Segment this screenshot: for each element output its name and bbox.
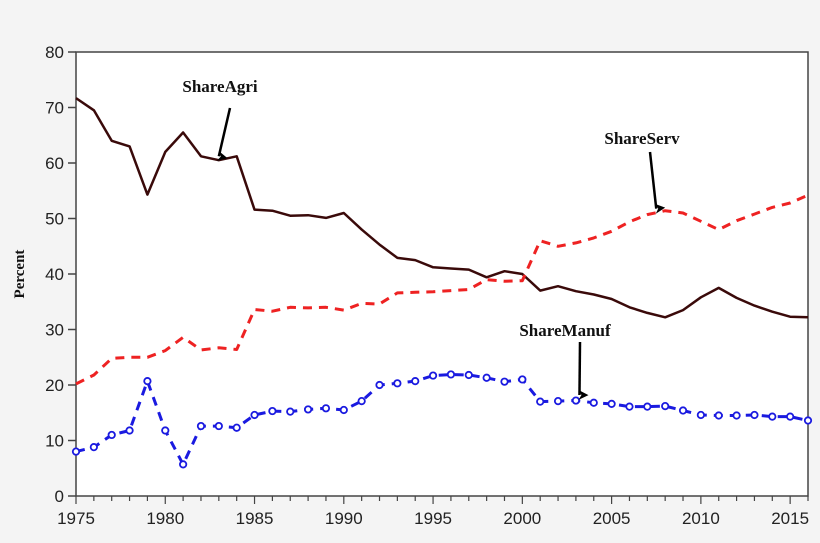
y-tick-label: 30: [45, 321, 64, 340]
data-point-ShareManuf: [339, 405, 348, 415]
x-tick-label: 2015: [771, 509, 809, 528]
y-tick-label: 0: [55, 487, 64, 506]
data-point-ShareManuf: [536, 397, 545, 406]
data-point-ShareManuf: [89, 443, 98, 452]
data-point-ShareManuf: [732, 411, 741, 420]
data-point-ShareManuf: [179, 460, 188, 469]
data-point-ShareManuf: [107, 430, 116, 440]
y-tick-label: 60: [45, 154, 64, 173]
y-tick-label: 20: [45, 376, 64, 395]
data-point-ShareManuf: [696, 410, 705, 420]
data-point-ShareManuf: [607, 399, 616, 408]
data-point-ShareManuf: [125, 426, 134, 435]
data-point-ShareManuf: [643, 402, 652, 411]
annotation-arrow: [648, 151, 666, 214]
data-point-ShareManuf: [714, 411, 723, 420]
data-point-ShareManuf: [482, 373, 491, 382]
data-point-ShareManuf: [803, 416, 813, 425]
x-tick-label: 1990: [325, 509, 363, 528]
data-point-ShareManuf: [303, 405, 313, 414]
x-tick-label: 1975: [57, 509, 95, 528]
data-point-ShareManuf: [232, 423, 241, 432]
x-tick-label: 2005: [593, 509, 631, 528]
data-point-ShareManuf: [446, 370, 456, 379]
annotation-arrow: [216, 107, 232, 161]
data-point-ShareManuf: [464, 370, 473, 380]
data-point-ShareManuf: [750, 410, 759, 420]
data-point-ShareManuf: [589, 398, 598, 407]
x-tick-label: 1985: [236, 509, 274, 528]
y-axis-label: Percent: [12, 250, 28, 299]
data-point-ShareManuf: [500, 377, 509, 386]
annotation-label: ShareAgri: [182, 77, 258, 96]
data-point-ShareManuf: [786, 412, 795, 421]
data-point-ShareManuf: [143, 377, 152, 386]
series-line-ShareServ: [75, 193, 809, 386]
data-point-ShareManuf: [268, 406, 277, 416]
y-tick-label: 70: [45, 99, 64, 118]
y-tick-label: 50: [45, 210, 64, 229]
x-tick-label: 1995: [414, 509, 452, 528]
data-point-ShareManuf: [625, 402, 634, 411]
data-point-ShareManuf: [428, 371, 438, 380]
data-point-ShareManuf: [411, 377, 420, 386]
plot-area: [75, 51, 809, 497]
data-point-ShareManuf: [661, 401, 670, 411]
data-point-ShareManuf: [357, 396, 366, 406]
data-point-ShareManuf: [196, 421, 206, 431]
data-point-ShareManuf: [553, 396, 563, 406]
series-line-ShareAgri: [75, 97, 809, 319]
data-point-ShareManuf: [321, 404, 331, 413]
y-tick-label: 40: [45, 265, 64, 284]
data-point-ShareManuf: [518, 375, 527, 384]
annotation-label: ShareManuf: [519, 321, 611, 340]
annotation-arrow: [578, 341, 589, 400]
data-point-ShareManuf: [571, 396, 581, 405]
data-point-ShareManuf: [286, 407, 295, 416]
data-point-ShareManuf: [214, 421, 223, 431]
x-tick-label: 2000: [503, 509, 541, 528]
x-tick-label: 1980: [146, 509, 184, 528]
y-tick-label: 80: [45, 43, 64, 62]
annotation-label: ShareServ: [604, 129, 680, 148]
data-point-ShareManuf: [250, 410, 259, 420]
data-point-ShareManuf: [161, 426, 170, 435]
x-tick-label: 2010: [682, 509, 720, 528]
data-point-ShareManuf: [768, 412, 777, 421]
data-point-ShareManuf: [71, 447, 81, 456]
data-point-ShareManuf: [375, 380, 384, 390]
data-point-ShareManuf: [393, 379, 402, 388]
y-tick-label: 10: [45, 432, 64, 451]
data-point-ShareManuf: [678, 406, 688, 415]
